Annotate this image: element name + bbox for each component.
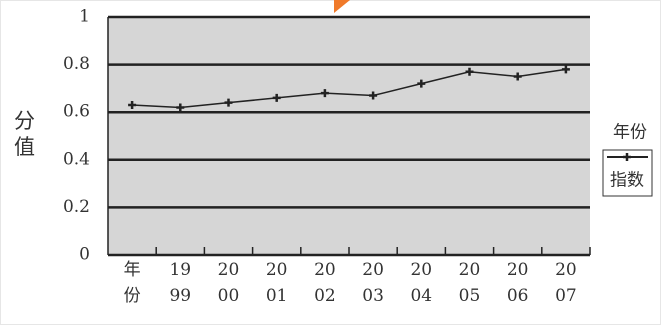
x-tick-label: 2000 [217,260,240,306]
point [561,65,570,74]
x-tick-label: 2005 [458,260,481,306]
point [513,72,522,81]
x-tick-label: 年份 [123,260,141,306]
point [224,98,233,107]
y-tick-label: 1 [79,7,90,27]
x-tick-label: 1999 [169,260,192,306]
y-axis-label: 分值 [14,109,35,159]
y-tick-label: 0 [79,245,90,265]
x-tick-label: 2004 [410,260,433,306]
y-tick-label: 0.6 [63,102,90,122]
y-tick-label: 0.8 [63,54,90,74]
point [623,153,631,161]
y-tick-label: 0.4 [63,149,90,169]
point [128,101,137,110]
y-tick-label: 0.2 [63,197,90,217]
series-line [132,68,567,109]
x-tick-label: 2006 [506,260,529,306]
legend-label: 指数 [610,171,644,191]
point [465,67,474,76]
decoration [334,0,350,13]
point [272,93,281,102]
plot-area [108,17,590,255]
x-tick-label: 2007 [555,260,577,306]
point [417,79,426,88]
point [369,91,378,100]
legend-title: 年份 [613,123,647,143]
x-tick-label: 2003 [362,260,384,306]
x-tick-label: 2002 [314,260,336,306]
point [176,103,185,112]
point [320,89,329,98]
x-tick-label: 2001 [265,260,288,306]
